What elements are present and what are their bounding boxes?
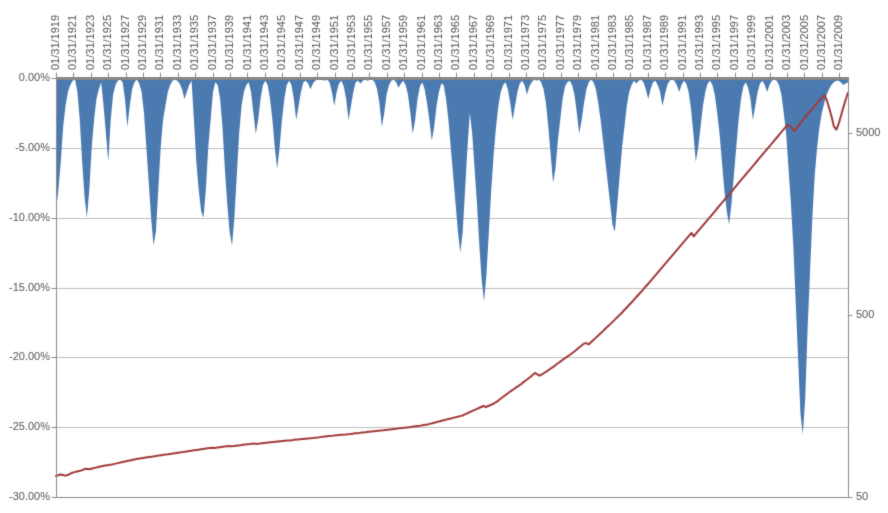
drawdown-index-chart — [0, 0, 888, 513]
